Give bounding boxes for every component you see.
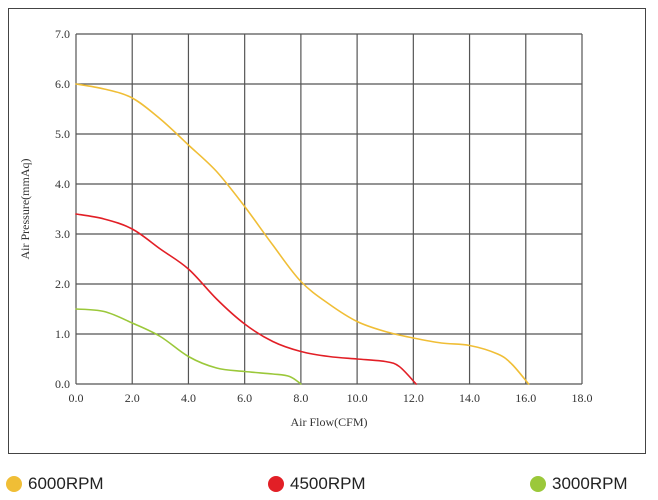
legend-label: 3000RPM — [552, 474, 628, 493]
legend-color-dot — [268, 476, 284, 492]
series-line-3000rpm — [75, 308, 302, 385]
y-tick-label: 0.0 — [55, 377, 70, 391]
x-tick-label: 14.0 — [459, 391, 480, 405]
tick-labels: 0.0 1.0 2.0 3.0 4.0 5.0 6.0 7.0 0.0 2.0 4.0 6.0 8.0 1… — [55, 27, 593, 405]
legend-label: 4500RPM — [290, 474, 366, 493]
grid — [75, 33, 583, 385]
x-tick-label: 4.0 — [181, 391, 196, 405]
x-tick-label: 16.0 — [515, 391, 536, 405]
x-axis-title: Air Flow(CFM) — [290, 415, 367, 429]
y-tick-label: 7.0 — [55, 27, 70, 41]
y-tick-label: 3.0 — [55, 227, 70, 241]
x-tick-label: 2.0 — [125, 391, 140, 405]
legend-color-dot — [6, 476, 22, 492]
series-line-6000rpm — [75, 83, 530, 385]
y-tick-label: 2.0 — [55, 277, 70, 291]
y-tick-label: 4.0 — [55, 177, 70, 191]
y-tick-label: 6.0 — [55, 77, 70, 91]
legend-item-3000rpm: 3000RPM — [530, 474, 628, 494]
chart-frame: 0.0 1.0 2.0 3.0 4.0 5.0 6.0 7.0 0.0 2.0 4.0 6.0 8.0 1… — [8, 8, 646, 454]
x-tick-label: 18.0 — [572, 391, 593, 405]
x-tick-label: 6.0 — [237, 391, 252, 405]
x-tick-label: 12.0 — [403, 391, 424, 405]
y-tick-label: 1.0 — [55, 327, 70, 341]
legend-color-dot — [530, 476, 546, 492]
x-tick-label: 0.0 — [69, 391, 84, 405]
legend-item-6000rpm: 6000RPM — [6, 474, 104, 494]
legend-label: 6000RPM — [28, 474, 104, 493]
legend: 6000RPM 4500RPM 3000RPM — [0, 470, 658, 500]
series-line-4500rpm — [75, 213, 417, 385]
legend-item-4500rpm: 4500RPM — [268, 474, 366, 494]
fan-performance-chart: 0.0 1.0 2.0 3.0 4.0 5.0 6.0 7.0 0.0 2.0 4.0 6.0 8.0 1… — [18, 27, 593, 429]
y-axis-title: Air Pressure(mmAq) — [18, 159, 32, 260]
x-tick-label: 10.0 — [347, 391, 368, 405]
x-tick-label: 8.0 — [293, 391, 308, 405]
series-lines — [75, 83, 530, 385]
y-tick-label: 5.0 — [55, 127, 70, 141]
